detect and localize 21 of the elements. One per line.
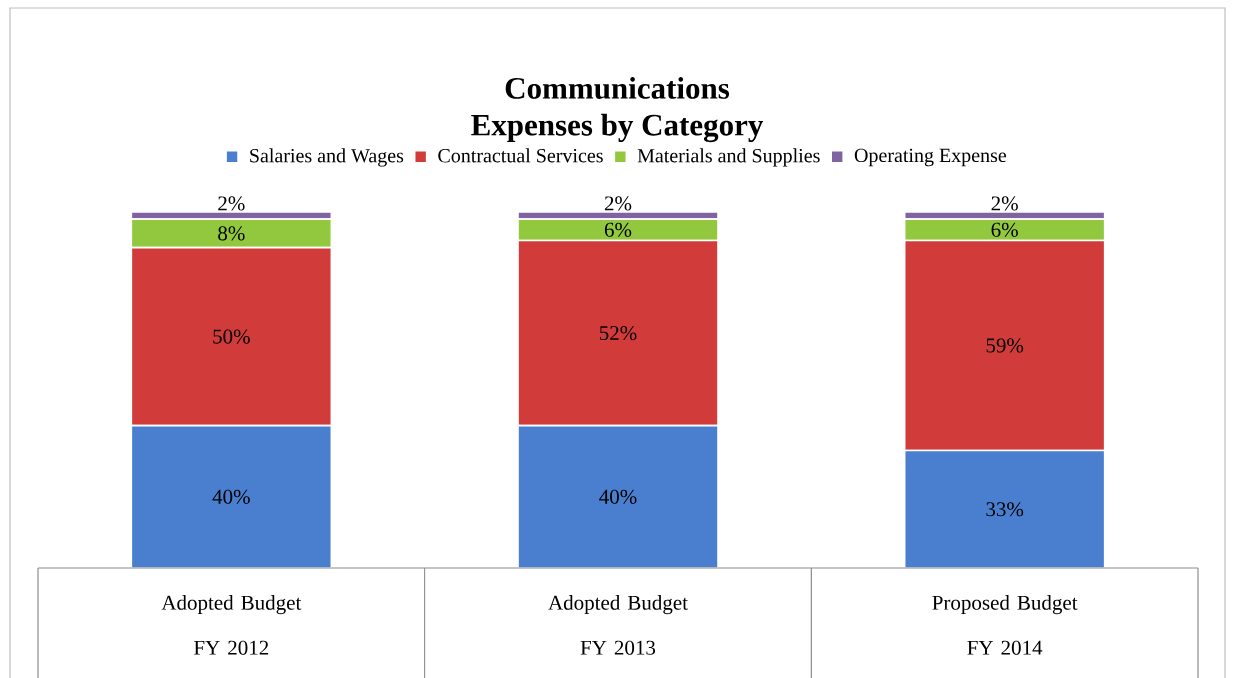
data-label: 6% <box>604 222 632 237</box>
data-label: 50% <box>213 329 250 344</box>
data-label: 2% <box>991 196 1018 211</box>
category-label: Adopted Budget FY 2013 <box>548 595 688 655</box>
data-label: 8% <box>218 226 245 241</box>
data-label: 2% <box>218 196 245 211</box>
data-label: 52% <box>599 325 637 341</box>
data-label: 59% <box>986 338 1024 353</box>
data-label: 6% <box>991 222 1018 237</box>
legend-label: Contractual Services <box>438 148 603 163</box>
legend-label: Salaries and Wages <box>250 148 404 167</box>
chart-subtitle: Expenses by Category <box>471 113 764 143</box>
category-label: Adopted Budget FY 2012 <box>161 595 302 655</box>
data-label: 2% <box>604 196 632 211</box>
data-label: 40% <box>212 489 250 504</box>
legend-label: Operating Expense <box>854 148 1007 167</box>
data-label: 40% <box>599 489 637 504</box>
category-label: Proposed Budget FY 2014 <box>932 595 1078 655</box>
legend-label: Materials and Supplies <box>637 148 820 167</box>
data-label: 33% <box>986 502 1024 517</box>
chart-title: Communications <box>505 77 730 99</box>
